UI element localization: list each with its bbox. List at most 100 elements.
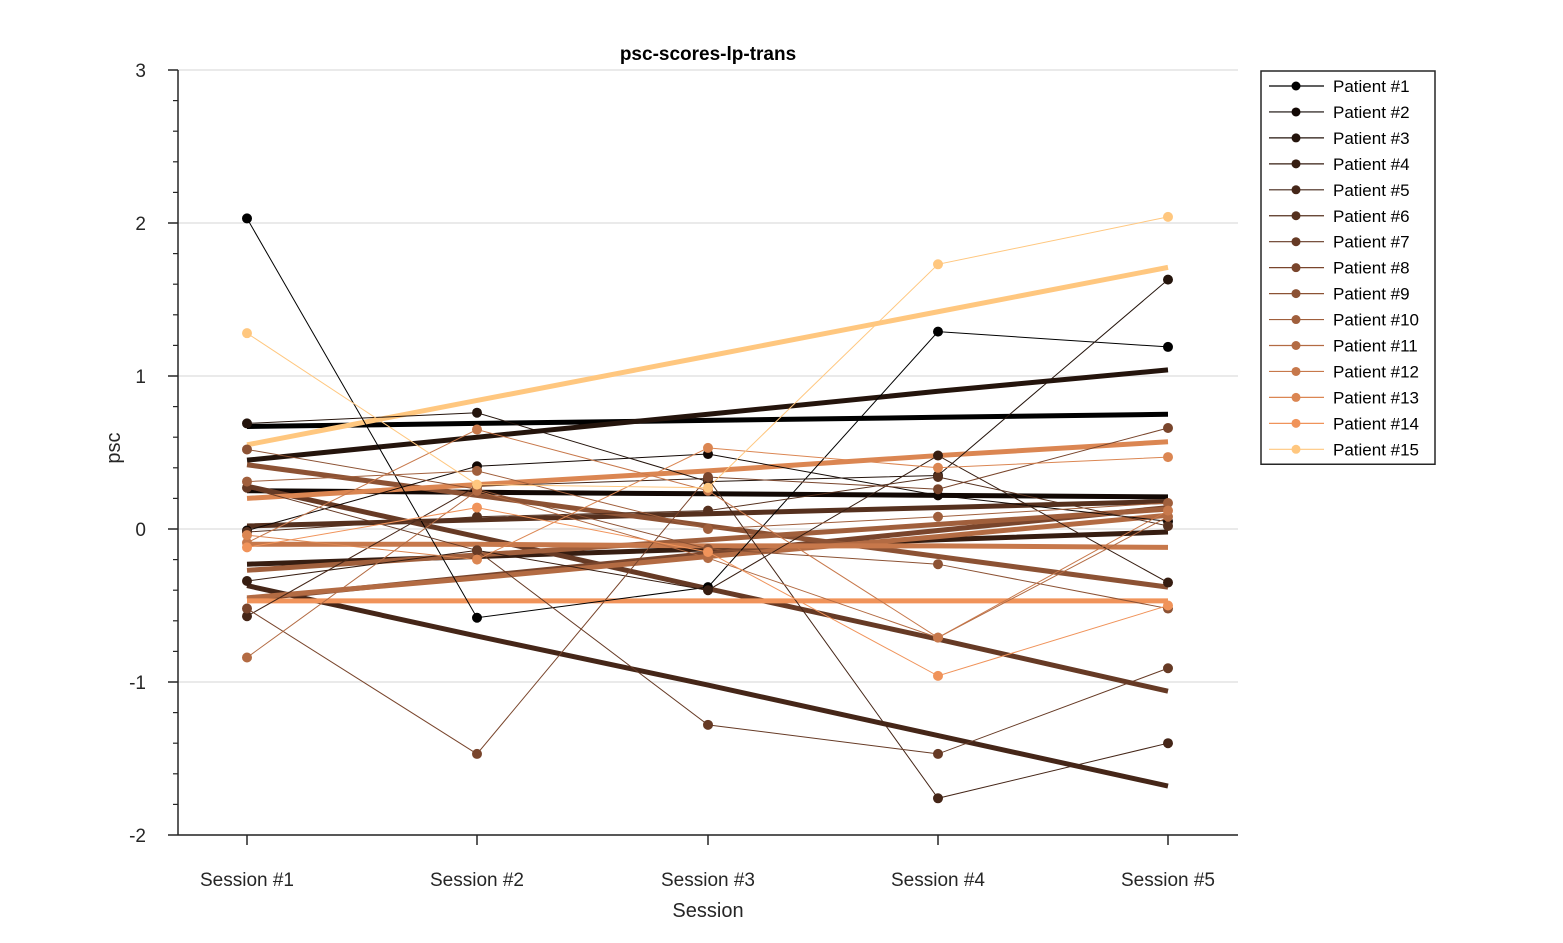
legend-label: Patient #13 [1333,388,1419,407]
legend-marker [1291,418,1301,428]
data-point [933,632,943,643]
legend-entry: Patient #15 [1269,440,1419,459]
data-point [242,542,252,553]
legend-entry: Patient #4 [1269,155,1410,174]
legend-label: Patient #8 [1333,259,1410,278]
series-lines [242,211,1173,804]
data-point [242,213,252,224]
legend-marker [1291,315,1301,325]
data-point [242,530,252,541]
data-point [472,407,482,418]
data-point [933,259,943,270]
data-point [933,450,943,461]
data-point [933,511,943,522]
chart-title: psc-scores-lp-trans [620,44,796,65]
data-point [703,505,713,516]
legend-label: Patient #2 [1333,103,1410,122]
y-tick-label: 0 [135,520,146,541]
data-point [242,603,252,614]
data-point [703,585,713,596]
data-point [1163,341,1173,352]
y-axis-label: psc [103,432,125,463]
x-tick-label: Session #5 [1121,870,1215,891]
y-tick-label: 1 [135,367,146,388]
trend-line [246,411,1169,429]
legend-label: Patient #10 [1333,311,1419,330]
legend-label: Patient #9 [1333,285,1410,304]
data-point [242,418,252,429]
data-point [472,502,482,513]
legend-entry: Patient #2 [1269,103,1410,122]
legend-marker [1291,159,1301,169]
data-point [1163,211,1173,222]
legend-entry: Patient #7 [1269,233,1410,252]
data-point [703,524,713,534]
legend-marker [1291,211,1301,221]
y-tick-label: 2 [135,214,146,235]
legend-entry: Patient #8 [1269,259,1410,278]
legend-marker [1291,237,1301,247]
data-point [242,476,252,487]
data-point [1163,577,1173,588]
data-point [1163,663,1173,674]
data-point [1163,423,1173,434]
data-point [472,612,482,623]
legend-label: Patient #5 [1333,181,1410,200]
data-point [1163,600,1173,611]
y-tick-label: -2 [129,826,146,847]
data-point [472,479,482,490]
legend-entry: Patient #11 [1269,337,1418,356]
data-point [472,748,482,759]
legend-marker [1291,392,1301,402]
data-point [933,559,943,570]
legend-entry: Patient #10 [1269,311,1419,330]
data-point [933,326,943,337]
trend-line [246,583,1169,789]
x-axis-label: Session [672,900,743,922]
legend: Patient #1 Patient #2 Patient #3 Patient #4… [1260,70,1436,465]
data-point [472,511,482,522]
legend-marker [1291,133,1301,143]
legend-label: Patient #15 [1333,440,1419,459]
data-point [933,670,943,681]
data-point [933,793,943,804]
data-point [472,554,482,565]
data-point [703,546,713,557]
legend-marker [1291,289,1301,299]
legend-label: Patient #4 [1333,155,1410,174]
legend-entry: Patient #9 [1269,285,1410,304]
legend-marker [1291,444,1301,454]
data-point [933,484,943,495]
data-point [242,652,252,663]
legend-label: Patient #1 [1333,77,1410,96]
trend-line [246,264,1169,448]
axes: -2 -1 0 1 2 3 Session #1 Session #2 Session #3 Se… [129,61,1238,891]
data-point [933,471,943,482]
legend-marker [1291,366,1301,376]
legend-entry: Patient #5 [1269,181,1410,200]
data-point [242,444,252,455]
data-point [703,442,713,453]
trend-line [246,367,1169,463]
data-point [933,462,943,473]
legend-marker [1291,107,1301,117]
legend-label: Patient #3 [1333,129,1410,148]
x-tick-label: Session #1 [200,870,294,891]
legend-label: Patient #7 [1333,233,1410,252]
x-tick-label: Session #3 [661,870,755,891]
data-point [1163,738,1173,749]
legend-label: Patient #6 [1333,207,1410,226]
data-point [1163,452,1173,463]
data-point [1163,274,1173,285]
x-tick-label: Session #4 [891,870,985,891]
legend-marker [1291,341,1301,350]
legend-marker [1291,263,1301,273]
legend-label: Patient #12 [1333,362,1419,381]
data-point [242,328,252,339]
data-point [472,465,482,476]
legend-entry: Patient #13 [1269,388,1419,407]
data-point [472,424,482,435]
legend-entry: Patient #6 [1269,207,1410,226]
